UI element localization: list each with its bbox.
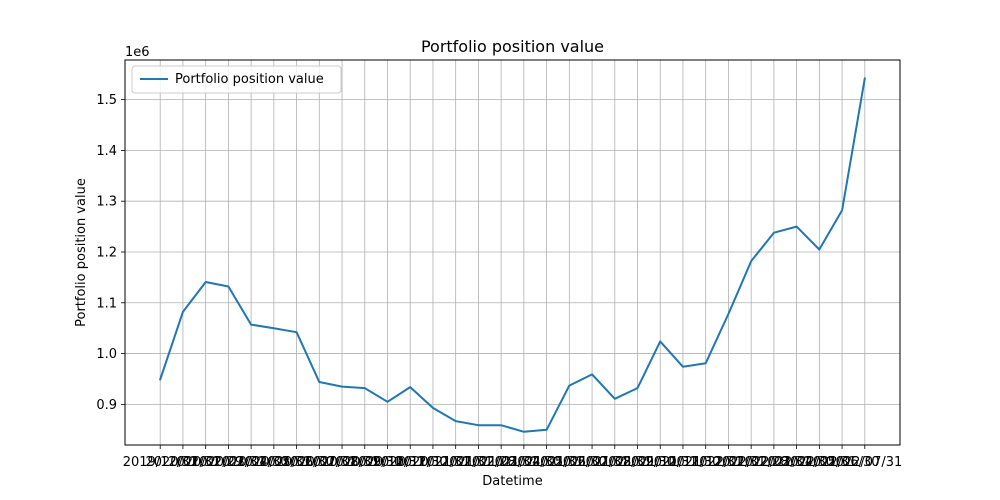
plot-frame	[124, 59, 901, 446]
x-tick-label: 2020/08/31	[305, 455, 380, 470]
y-tick-label: 1.5	[96, 93, 117, 108]
x-tick-label: 2020/10/31	[350, 455, 425, 470]
y-axis-label: Portfolio position value	[74, 178, 89, 327]
x-tick-label: 2021/11/30	[645, 455, 720, 470]
x-tick-label: 2021/10/31	[623, 455, 698, 470]
x-tick-label: 2022/02/28	[714, 455, 789, 470]
x-tick-label: 2020/03/31	[191, 455, 266, 470]
x-tick-label: 2020/11/30	[373, 455, 448, 470]
x-axis-label: Datetime	[482, 474, 542, 489]
x-tick-label: 2020/12/31	[395, 455, 470, 470]
x-tick-label: 2021/03/31	[464, 455, 539, 470]
x-tick-label: 2021/09/30	[600, 455, 675, 470]
legend: Portfolio position value	[131, 65, 342, 94]
y-tick-label: 0.9	[96, 398, 117, 413]
x-tick-label: 2021/08/31	[577, 455, 652, 470]
legend-label: Portfolio position value	[175, 72, 324, 87]
x-tick-label: 2021/04/30	[486, 455, 561, 470]
x-tick-label: 2020/07/31	[282, 455, 357, 470]
x-tick-label: 2020/04/30	[214, 455, 289, 470]
x-tick-label: 2021/02/28	[441, 455, 516, 470]
x-tick-label: 2020/01/31	[145, 455, 220, 470]
x-tick-label: 2020/05/31	[236, 455, 311, 470]
x-tick-label: 2021/12/31	[668, 455, 743, 470]
x-tick-label: 2019/12/31	[123, 455, 198, 470]
y-offset-label: 1e6	[125, 45, 150, 60]
x-tick-label: 2022/05/31	[782, 455, 857, 470]
x-tick-label: 2021/01/31	[418, 455, 493, 470]
x-tick-label: 2022/01/31	[691, 455, 766, 470]
y-axis: 0.9 1.0 1.1 1.2 1.3 1.4 1.5	[96, 93, 125, 413]
series-line	[159, 77, 866, 433]
x-tick-label: 2020/09/30	[327, 455, 402, 470]
grid	[125, 60, 900, 445]
y-tick-label: 1.4	[96, 144, 117, 159]
x-tick-label: 2022/06/30	[805, 455, 880, 470]
y-tick-label: 1.0	[96, 347, 117, 362]
x-tick-label: 2022/04/30	[759, 455, 834, 470]
x-axis: 2019/12/312020/01/312020/02/292020/03/31…	[123, 445, 902, 470]
chart-title: Portfolio position value	[421, 37, 604, 56]
x-tick-label: 2022/03/31	[736, 455, 811, 470]
x-tick-label: 2022/07/31	[827, 455, 902, 470]
y-tick-label: 1.3	[96, 195, 117, 210]
x-tick-label: 2021/07/31	[555, 455, 630, 470]
x-tick-label: 2020/02/29	[168, 455, 243, 470]
x-tick-label: 2021/05/31	[509, 455, 584, 470]
x-tick-label: 2021/06/30	[532, 455, 607, 470]
legend-box	[131, 65, 342, 94]
x-tick-label: 2020/06/30	[259, 455, 334, 470]
series-layer	[159, 77, 866, 433]
y-tick-label: 1.2	[96, 245, 117, 260]
y-tick-label: 1.1	[96, 296, 117, 311]
